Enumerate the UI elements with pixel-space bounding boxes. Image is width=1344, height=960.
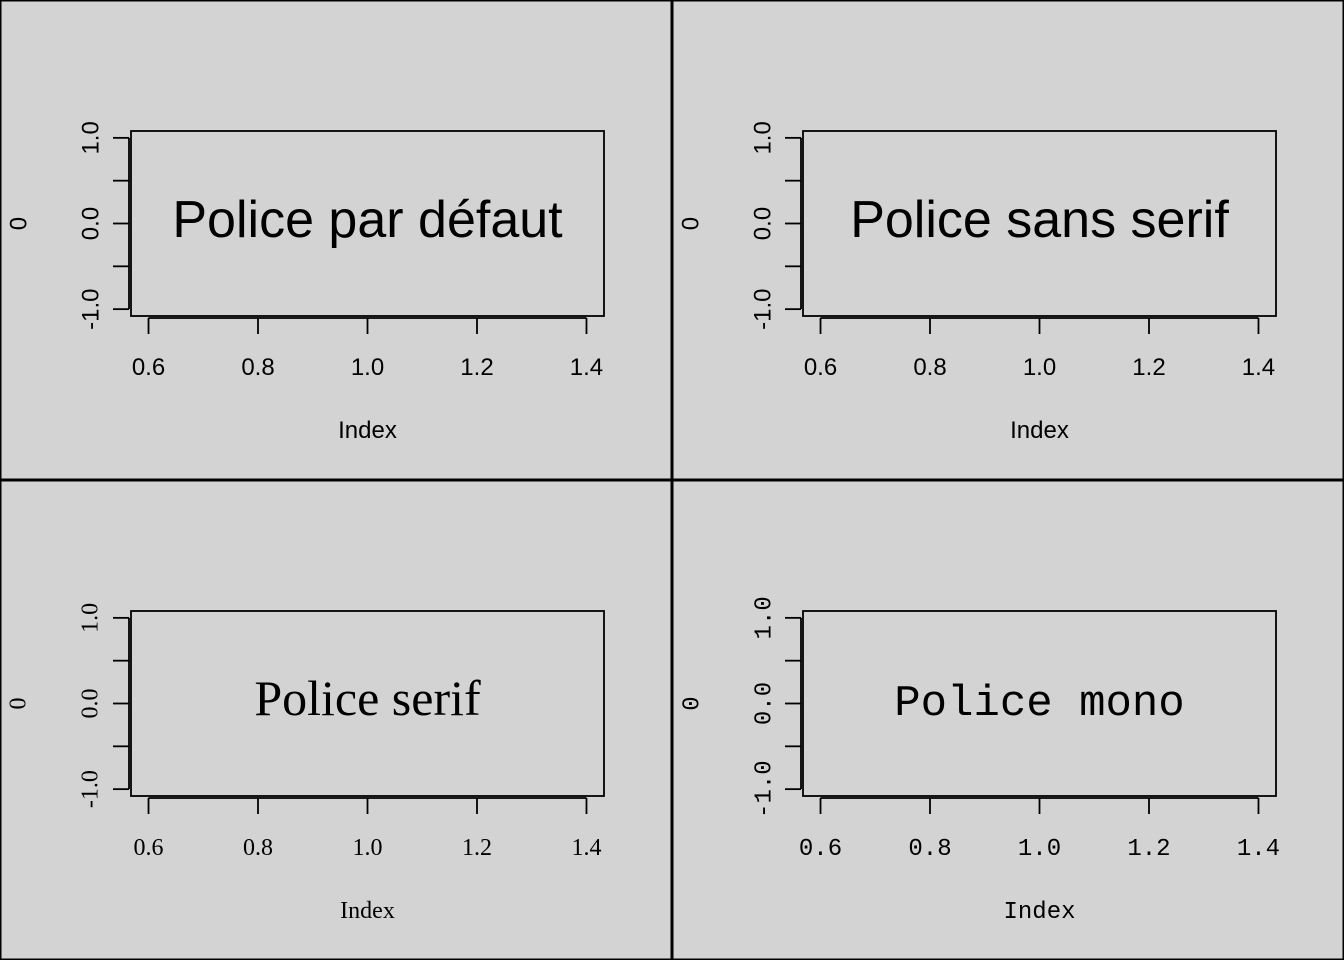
y-tick-label: 0.0	[749, 207, 776, 240]
x-tick-label: 0.6	[804, 354, 837, 381]
y-tick-label: -1.0	[78, 770, 104, 808]
x-tick-label: 1.2	[462, 835, 492, 861]
x-tick-label: 1.0	[351, 354, 384, 381]
annotation-text: Police sans serif	[850, 191, 1229, 249]
x-tick-label: 1.2	[460, 354, 493, 381]
x-tick-label: 1.0	[1023, 354, 1056, 381]
y-axis-label: 0	[5, 217, 32, 230]
x-tick-label: 1.4	[1242, 354, 1275, 381]
panel-border	[0, 480, 672, 960]
y-tick-label: 1.0	[78, 603, 104, 633]
y-axis-label: 0	[679, 696, 706, 710]
x-tick-label: 0.6	[132, 354, 165, 381]
annotation-text: Police mono	[894, 679, 1184, 729]
x-axis-label: Index	[340, 898, 395, 924]
plot-box	[802, 130, 1277, 317]
y-tick-label: -1.0	[77, 288, 104, 329]
y-tick-label: 0.0	[77, 207, 104, 240]
plot-box	[130, 610, 605, 797]
panel-border	[0, 0, 672, 480]
x-tick-label: 0.8	[241, 354, 274, 381]
y-tick-label: 0.0	[751, 682, 778, 725]
panel-border	[672, 480, 1344, 960]
x-axis-label: Index	[1003, 899, 1075, 926]
chart-panel-1: 0.6 0.8 1.0 1.2 1.4 -1.0 0.0 1.0 Index 0 Police pa…	[0, 0, 672, 480]
x-tick-label: 0.8	[243, 835, 273, 861]
y-tick-label: -1.0	[749, 288, 776, 329]
x-tick-label: 1.2	[1127, 836, 1170, 863]
panel-border	[672, 0, 1344, 480]
plot-box	[130, 130, 605, 317]
y-axis-label: 0	[677, 217, 704, 230]
chart-panel-3: 0.6 0.8 1.0 1.2 1.4 -1.0 0.0 1.0 Index 0 Police se…	[0, 480, 672, 960]
x-axis-label: Index	[1010, 417, 1069, 444]
x-tick-label: 1.4	[570, 354, 603, 381]
y-tick-label: 1.0	[751, 596, 778, 639]
annotation-text: Police serif	[254, 670, 481, 726]
y-tick-label: 1.0	[77, 121, 104, 154]
x-tick-label: 1.4	[571, 835, 601, 861]
y-axis-label: 0	[6, 698, 32, 710]
x-tick-label: 1.0	[353, 835, 383, 861]
x-tick-label: 0.8	[908, 836, 951, 863]
plot-box	[802, 610, 1277, 797]
x-tick-label: 0.8	[913, 354, 946, 381]
x-axis-label: Index	[338, 417, 397, 444]
x-tick-label: 0.6	[799, 836, 842, 863]
y-tick-label: 1.0	[749, 121, 776, 154]
chart-panel-2: 0.6 0.8 1.0 1.2 1.4 -1.0 0.0 1.0 Index 0 Police sa…	[672, 0, 1344, 480]
x-tick-label: 0.6	[134, 835, 164, 861]
x-tick-label: 1.4	[1237, 836, 1280, 863]
x-tick-label: 1.2	[1132, 354, 1165, 381]
y-tick-label: 0.0	[78, 689, 104, 719]
annotation-text: Police par défaut	[172, 191, 563, 249]
x-tick-label: 1.0	[1018, 836, 1061, 863]
y-tick-label: -1.0	[751, 760, 778, 818]
chart-panel-4: 0.6 0.8 1.0 1.2 1.4 -1.0 0.0 1.0 Index 0 Police mo…	[672, 480, 1344, 960]
